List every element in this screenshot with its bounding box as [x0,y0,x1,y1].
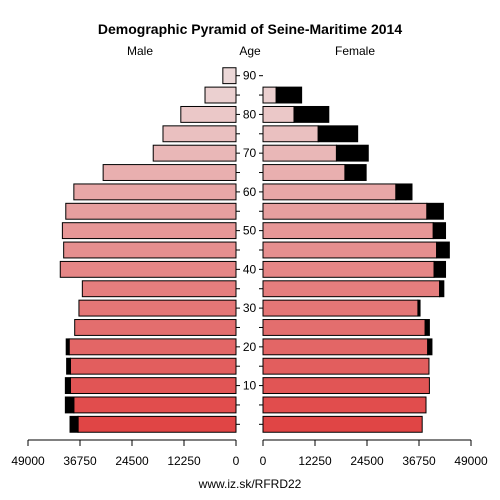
female-bar-65-69 [262,164,346,181]
male-bar-5-9 [73,396,237,414]
x-tick-label-male-24500: 24500 [115,454,149,468]
female-excess-85-89 [275,86,303,104]
female-bar-50-54 [262,222,434,240]
x-tick-label-female-0: 0 [260,454,267,468]
chart-title: Demographic Pyramid of Seine-Maritime 20… [98,21,402,37]
x-tick-label-male-36750: 36750 [63,454,97,468]
age-label: Age [239,44,261,58]
female-bar-10-14 [262,377,430,395]
male-bar-10-14 [69,377,237,395]
female-excess-25-29 [424,319,430,336]
x-tick-label-male-49000: 49000 [11,454,45,468]
female-excess-60-64 [395,183,413,201]
age-tick-label-70: 70 [243,146,257,160]
female-excess-40-44 [433,260,447,278]
male-excess-0-4 [69,415,79,433]
female-excess-75-79 [317,125,359,143]
source-footer: www.iz.sk/RFRD22 [198,477,302,491]
female-bar-15-19 [262,357,430,375]
female-bar-80-84 [262,105,295,123]
male-bar-70-74 [152,144,237,162]
female-excess-20-24 [427,338,433,356]
age-tick-label-90: 90 [243,69,257,83]
male-bar-90+ [222,67,237,85]
male-bar-80-84 [180,105,237,123]
x-tick-label-female-24500: 24500 [350,454,384,468]
female-excess-30-34 [417,299,421,317]
female-bar-60-64 [262,183,397,201]
female-bar-35-39 [262,280,441,298]
male-bar-0-4 [77,415,237,433]
x-axis-male: 49000 36750 24500 12250 0 [11,439,240,468]
female-excess-50-54 [432,222,447,240]
male-label: Male [127,44,153,58]
female-excess-55-59 [426,202,444,220]
female-bar-85-89 [262,86,277,104]
x-tick-label-male-0: 0 [233,454,240,468]
x-tick-label-female-49000: 49000 [454,454,488,468]
female-bar-40-44 [262,260,435,278]
male-bars [59,67,237,433]
age-tick-label-40: 40 [243,262,257,276]
age-axis: 10 20 30 40 50 60 70 80 90 [236,69,263,425]
female-excess-35-39 [439,280,445,298]
age-tick-label-50: 50 [243,224,257,238]
female-bar-5-9 [262,396,427,414]
female-bar-20-24 [262,338,429,356]
male-excess-10-14 [64,377,71,395]
male-bar-50-54 [61,222,237,240]
male-bar-65-69 [102,164,237,181]
female-bar-30-34 [262,299,419,317]
female-label: Female [335,44,375,58]
male-bar-25-29 [74,319,237,336]
male-bar-45-49 [63,241,237,259]
male-excess-20-24 [65,338,70,356]
male-excess-5-9 [64,396,75,414]
male-bar-85-89 [204,86,237,104]
age-tick-label-20: 20 [243,340,257,354]
female-excess-65-69 [344,164,367,181]
female-bars [262,86,450,433]
age-tick-label-80: 80 [243,107,257,121]
male-bar-60-64 [73,183,237,201]
female-bar-25-29 [262,319,426,336]
age-tick-label-10: 10 [243,379,257,393]
female-excess-70-74 [335,144,369,162]
male-bar-20-24 [68,338,237,356]
male-bar-30-34 [78,299,237,317]
male-excess-15-19 [66,357,71,375]
x-axis-female: 49000 36750 24500 12250 0 [260,439,488,468]
age-tick-label-60: 60 [243,185,257,199]
female-bar-0-4 [262,415,423,433]
female-bar-75-79 [262,125,319,143]
female-bar-45-49 [262,241,438,259]
x-tick-label-female-36750: 36750 [402,454,436,468]
x-tick-label-female-12250: 12250 [298,454,332,468]
female-excess-80-84 [293,105,330,123]
male-bar-75-79 [162,125,237,143]
age-tick-label-30: 30 [243,301,257,315]
female-bar-70-74 [262,144,337,162]
x-tick-label-male-12250: 12250 [167,454,201,468]
male-bar-15-19 [69,357,237,375]
male-bar-40-44 [59,260,237,278]
male-bar-55-59 [65,202,237,220]
female-bar-55-59 [262,202,428,220]
female-excess-45-49 [436,241,450,259]
male-bar-35-39 [81,280,237,298]
